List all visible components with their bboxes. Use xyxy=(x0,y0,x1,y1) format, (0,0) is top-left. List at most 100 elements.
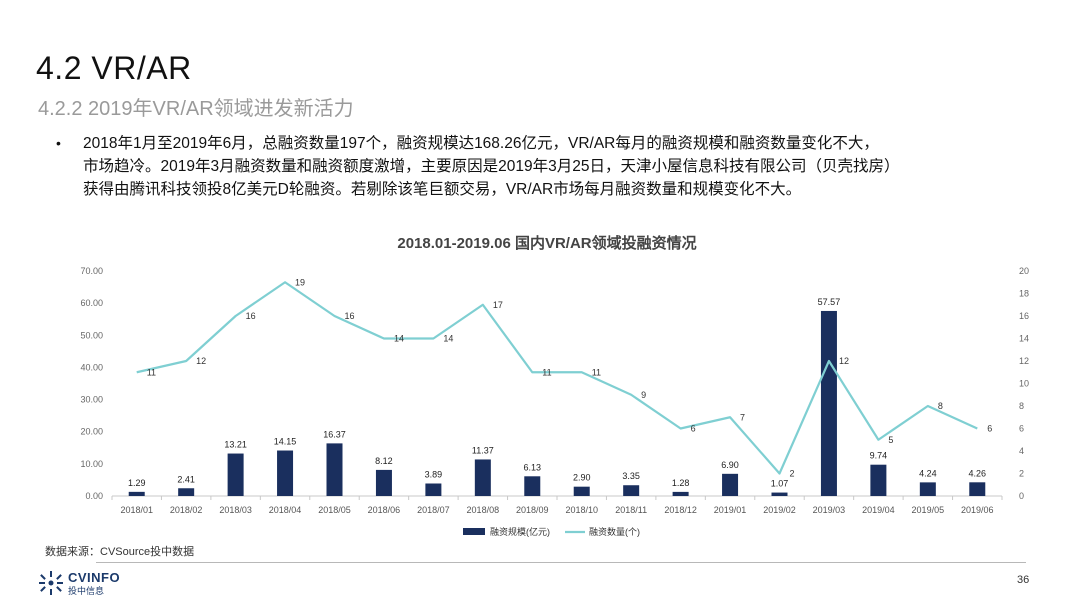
x-axis-tick-label: 2018/02 xyxy=(170,505,203,515)
right-axis-tick-label: 2 xyxy=(1019,469,1024,479)
footer-divider xyxy=(96,562,1026,563)
bar-data-label: 3.35 xyxy=(622,471,640,481)
bullet-paragraph: • 2018年1月至2019年6月，总融资数量197个，融资规模达168.26亿… xyxy=(56,132,1056,201)
logo-mark-icon xyxy=(39,571,63,595)
x-axis-tick-label: 2018/03 xyxy=(219,505,252,515)
line-data-label: 12 xyxy=(839,356,849,366)
bullet-line-2: 市场趋冷。2019年3月融资数量和融资额度激增，主要原因是2019年3月25日，… xyxy=(83,158,900,175)
line-data-label: 9 xyxy=(641,390,646,400)
bar-data-label: 9.74 xyxy=(870,451,888,461)
bullet-line-3: 获得由腾讯科技领投8亿美元D轮融资。若剔除该笔巨额交易，VR/AR市场每月融资数… xyxy=(83,181,802,198)
bar-financing-scale xyxy=(969,482,986,496)
left-axis-tick-label: 30.00 xyxy=(80,395,103,405)
line-data-label: 8 xyxy=(938,401,943,411)
bar-data-label: 57.57 xyxy=(818,297,841,307)
x-axis-tick-label: 2018/07 xyxy=(417,505,450,515)
left-axis-tick-label: 20.00 xyxy=(80,427,103,437)
bar-data-label: 4.26 xyxy=(969,468,987,478)
bar-financing-scale xyxy=(375,469,392,496)
right-axis-tick-label: 16 xyxy=(1019,311,1029,321)
right-axis-tick-label: 10 xyxy=(1019,379,1029,389)
x-axis-tick-label: 2019/05 xyxy=(912,505,945,515)
bar-financing-scale xyxy=(919,482,936,496)
bar-financing-scale xyxy=(128,491,145,496)
bar-data-label: 1.07 xyxy=(771,479,789,489)
x-axis-tick-label: 2018/06 xyxy=(368,505,401,515)
bar-financing-scale xyxy=(227,453,244,496)
bar-data-label: 16.37 xyxy=(323,429,346,439)
line-financing-count xyxy=(136,281,978,475)
x-axis-tick-label: 2018/04 xyxy=(269,505,302,515)
bar-data-label: 6.90 xyxy=(721,460,739,470)
bar-financing-scale xyxy=(771,492,788,496)
line-data-label: 19 xyxy=(295,277,305,287)
x-axis-tick-label: 2018/11 xyxy=(615,505,647,515)
bar-financing-scale xyxy=(425,483,442,496)
left-axis-tick-label: 60.00 xyxy=(80,298,103,308)
bar-financing-scale xyxy=(820,310,837,496)
line-data-label: 7 xyxy=(740,412,745,422)
left-axis-tick-label: 40.00 xyxy=(80,362,103,372)
line-data-label: 17 xyxy=(493,300,503,310)
bar-data-label: 2.41 xyxy=(177,474,195,484)
chart-title: 2018.01-2019.06 国内VR/AR领域投融资情况 xyxy=(397,234,696,252)
source-note: 数据来源：CVSource投中数据 xyxy=(45,546,195,558)
bar-data-label: 11.37 xyxy=(472,445,494,455)
x-axis-tick-label: 2019/06 xyxy=(961,505,994,515)
line-data-label: 6 xyxy=(691,424,696,434)
bar-data-label: 2.90 xyxy=(573,473,591,483)
left-axis-tick-label: 50.00 xyxy=(80,330,103,340)
page-subtitle: 4.2.2 2019年VR/AR领域进发新活力 xyxy=(38,98,354,120)
bar-data-label: 14.15 xyxy=(274,437,297,447)
line-data-label: 14 xyxy=(443,334,453,344)
right-axis-tick-label: 6 xyxy=(1019,424,1024,434)
line-data-label: 11 xyxy=(542,367,551,377)
x-axis-tick-label: 2019/01 xyxy=(714,505,747,515)
x-axis-tick-label: 2019/02 xyxy=(763,505,796,515)
x-axis-tick-label: 2019/04 xyxy=(862,505,895,515)
line-data-label: 5 xyxy=(888,435,893,445)
line-data-label: 14 xyxy=(394,334,404,344)
page-number: 36 xyxy=(1017,574,1030,586)
logo-subtext: 投中信息 xyxy=(68,586,105,596)
line-data-label: 16 xyxy=(345,311,355,321)
left-axis-tick-label: 10.00 xyxy=(80,459,103,469)
bar-data-label: 4.24 xyxy=(919,468,937,478)
x-axis-tick-label: 2018/10 xyxy=(565,505,598,515)
line-data-label: 11 xyxy=(147,367,156,377)
right-axis-tick-label: 20 xyxy=(1019,266,1029,276)
x-axis-tick-label: 2019/03 xyxy=(813,505,846,515)
bar-financing-scale xyxy=(326,443,343,496)
x-axis-tick-label: 2018/12 xyxy=(664,505,697,515)
x-axis-tick-label: 2018/05 xyxy=(318,505,351,515)
bullet-dot: • xyxy=(56,135,61,151)
page-title: 4.2 VR/AR xyxy=(36,50,192,86)
bar-data-label: 13.21 xyxy=(224,440,247,450)
bar-financing-scale xyxy=(474,459,491,496)
left-axis-tick-label: 0.00 xyxy=(85,491,103,501)
bar-data-label: 6.13 xyxy=(524,462,542,472)
bar-financing-scale xyxy=(277,450,294,496)
right-axis-tick-label: 0 xyxy=(1019,491,1024,501)
bar-financing-scale xyxy=(524,476,541,496)
cvinfo-logo: CVINFO 投中信息 xyxy=(38,568,148,598)
right-axis-tick-label: 14 xyxy=(1019,334,1029,344)
bar-data-label: 3.89 xyxy=(425,469,443,479)
bullet-line-1: 2018年1月至2019年6月，总融资数量197个，融资规模达168.26亿元，… xyxy=(83,135,879,152)
legend-line-label: 融资数量(个) xyxy=(589,526,640,537)
legend-bar-label: 融资规模(亿元) xyxy=(490,526,550,537)
right-axis-tick-label: 12 xyxy=(1019,356,1029,366)
logo-text: CVINFO xyxy=(68,570,121,585)
line-data-label: 6 xyxy=(987,424,992,434)
bar-financing-scale xyxy=(573,486,590,496)
right-axis-tick-label: 8 xyxy=(1019,401,1024,411)
bar-financing-scale xyxy=(870,464,887,496)
x-axis-tick-label: 2018/08 xyxy=(467,505,500,515)
bar-financing-scale xyxy=(722,473,739,496)
bar-data-label: 1.29 xyxy=(128,478,146,488)
bullet-text: 2018年1月至2019年6月，总融资数量197个，融资规模达168.26亿元，… xyxy=(83,132,1056,201)
line-data-label: 16 xyxy=(246,311,256,321)
bar-financing-scale xyxy=(623,485,640,496)
x-axis-tick-label: 2018/01 xyxy=(120,505,153,515)
